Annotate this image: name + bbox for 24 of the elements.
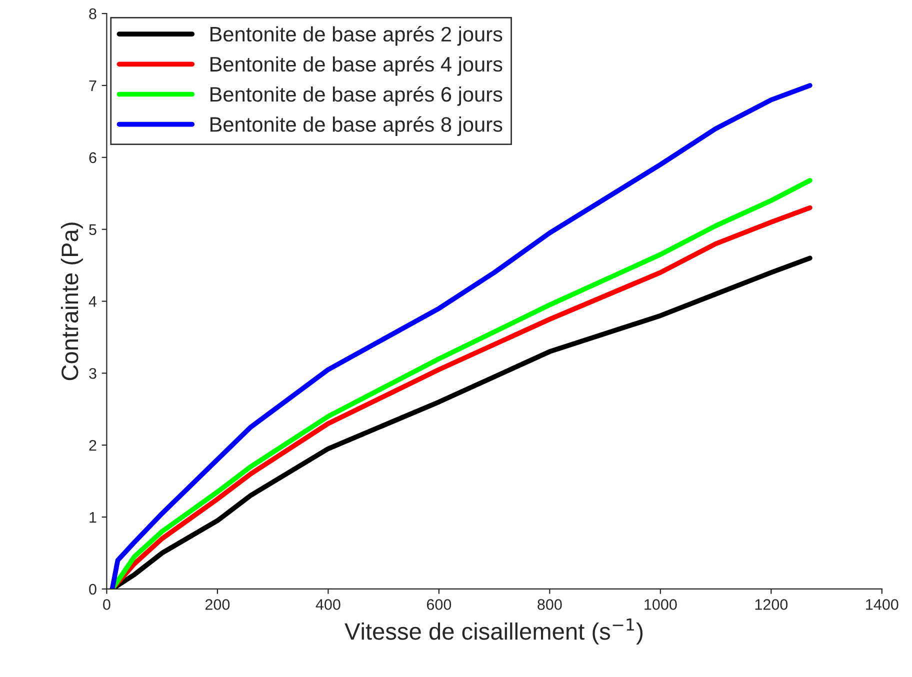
- x-axis-title: Vitesse de cisaillement (s$^{−1}$): [344, 618, 643, 644]
- x-tick-label: 1400: [866, 599, 898, 610]
- x-tick-label: 200: [205, 599, 230, 610]
- x-tick-label: 0: [103, 599, 110, 610]
- line-series: [110, 83, 812, 589]
- legend-label: Bentonite de base aprés 2 jours: [210, 26, 502, 46]
- y-tick-label: 1: [90, 512, 96, 523]
- legend-label: Bentonite de base aprés 8 jours: [210, 116, 502, 136]
- y-tick-label: 7: [89, 80, 96, 92]
- y-tick-label: 2: [89, 440, 96, 451]
- legend-label: Bentonite de base aprés 6 jours: [210, 86, 502, 106]
- y-tick-label: 3: [89, 368, 96, 379]
- x-tick-label: 600: [426, 599, 452, 610]
- y-tick-label: 5: [89, 224, 96, 236]
- y-tick-label: 6: [89, 152, 96, 164]
- legend-label: Bentonite de base aprés 4 jours: [210, 56, 502, 76]
- x-tick-label: 800: [538, 599, 562, 610]
- x-tick-label: 400: [316, 599, 340, 610]
- y-tick-label: 4: [88, 296, 97, 307]
- x-tick-label: 1200: [755, 599, 788, 610]
- y-axis-title: Contrainte (Pa): [60, 222, 83, 380]
- x-tick-label: 1000: [644, 599, 677, 610]
- y-tick-label: 0: [89, 584, 96, 595]
- y-tick-label: 8: [89, 8, 96, 20]
